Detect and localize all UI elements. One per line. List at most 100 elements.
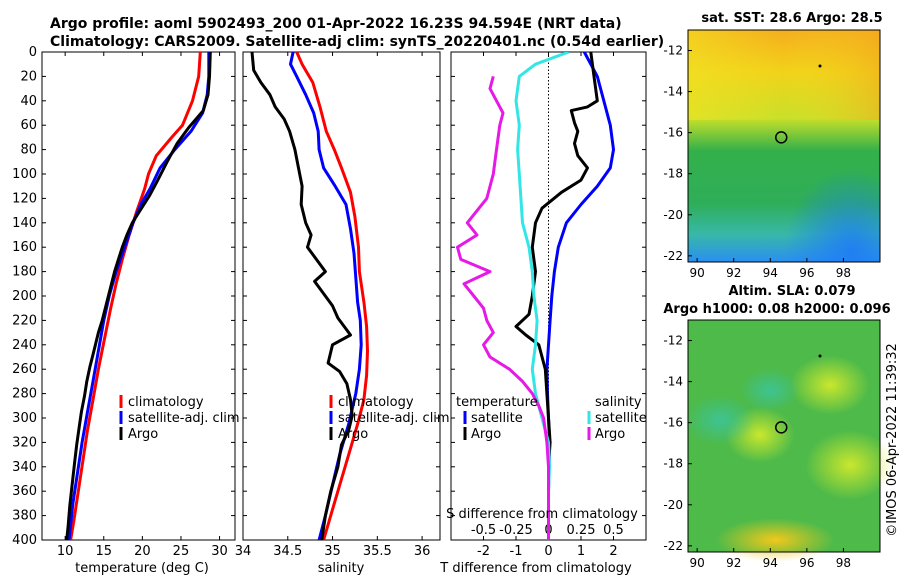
map-y-tick-label: -22 [663, 249, 683, 263]
map-y-tick-label: -12 [663, 44, 683, 58]
map-y-tick-label: -18 [663, 167, 683, 181]
map-x-tick-label: 90 [690, 266, 705, 280]
salinity-xlabel: salinity [318, 561, 365, 576]
legend-climatology: climatology [128, 395, 204, 410]
depth-tick-label: 160 [12, 240, 37, 255]
s-tick-label: -0.25 [499, 523, 533, 538]
x-tick-label: 15 [95, 544, 112, 559]
x-tick-label: 35.5 [363, 544, 392, 559]
copyright-timestamp: ©IMOS 06-Apr-2022 11:39:32 [885, 343, 900, 537]
sst-map-title: sat. SST: 28.6 Argo: 28.5 [701, 11, 882, 26]
map-y-tick-label: -16 [663, 126, 683, 140]
depth-tick-label: 80 [20, 143, 37, 158]
series-climatology [295, 52, 369, 540]
s-tick-label: -0.5 [471, 523, 496, 538]
depth-tick-label: 40 [20, 94, 37, 109]
legend-climatology: climatology [338, 395, 414, 410]
series-argo [250, 52, 354, 540]
s-difference-xlabel: S difference from climatology [446, 507, 638, 522]
x-tick-label: 20 [134, 544, 151, 559]
depth-tick-label: 320 [12, 435, 37, 450]
salinity-legend: climatology satellite-adj. clim Argo [329, 395, 450, 442]
series-argo [65, 52, 212, 540]
legend-t-satellite: satellite [471, 411, 523, 426]
map-y-tick-label: -22 [663, 539, 683, 553]
legend-argo: Argo [338, 427, 368, 442]
salinity-panel [242, 51, 441, 541]
x-tick-label: 2 [609, 544, 617, 559]
series-satellite-adj-clim [67, 52, 211, 540]
x-tick-label: 35 [324, 544, 341, 559]
argo-location-marker [775, 421, 788, 434]
depth-tick-label: 100 [12, 167, 37, 182]
depth-tick-label: 340 [12, 460, 37, 475]
map-x-tick-label: 98 [836, 556, 851, 570]
depth-tick-label: 360 [12, 484, 37, 499]
map-x-tick-label: 96 [799, 556, 814, 570]
sla-map-title: Altim. SLA: 0.079 [729, 284, 856, 299]
difference-legend: temperature satellite Argo salinity sate… [456, 395, 647, 442]
title-line-2: Climatology: CARS2009. Satellite-adj cli… [50, 34, 664, 50]
map-x-tick-label: 94 [763, 266, 778, 280]
depth-tick-label: 120 [12, 191, 37, 206]
legend-salinity: salinity [595, 395, 642, 410]
difference-chart: -2 -1 0 1 2-0.5 -0.25 0 0.25 0.5 [451, 51, 646, 559]
t-difference-xlabel: T difference from climatology [439, 561, 632, 576]
map-y-tick-label: -14 [663, 375, 683, 389]
map-y-tick-label: -20 [663, 498, 683, 512]
title-line-1: Argo profile: aoml 5902493_200 01-Apr-20… [50, 16, 622, 32]
depth-tick-label: 20 [20, 69, 37, 84]
depth-tick-label: 260 [12, 362, 37, 377]
depth-tick-label: 280 [12, 387, 37, 402]
depth-tick-label: 220 [12, 313, 37, 328]
depth-tick-label: 400 [12, 533, 37, 548]
depth-tick-label: 300 [12, 411, 37, 426]
series-t-argo [514, 52, 599, 540]
x-tick-label: -2 [477, 544, 490, 559]
x-tick-label: 36 [414, 544, 431, 559]
map-y-tick-label: -18 [663, 457, 683, 471]
legend-t-argo: Argo [471, 427, 501, 442]
map-x-tick-label: 98 [836, 266, 851, 280]
legend-satellite-adj: satellite-adj. clim [128, 411, 240, 426]
temperature-chart: 10 15 20 25 30 [42, 51, 235, 559]
x-tick-label: 34 [235, 544, 252, 559]
temperature-xlabel: temperature (deg C) [75, 561, 209, 576]
x-tick-label: 34.5 [273, 544, 302, 559]
x-tick-label: 30 [211, 544, 228, 559]
s-tick-label: 0.5 [603, 523, 624, 538]
map-y-tick-label: -16 [663, 416, 683, 430]
sla-map-axes: 90 92 94 96 98 -12 -14 -16 -18 -20 -22 [663, 334, 851, 570]
depth-tick-label: 0 [29, 45, 37, 60]
sst-map [687, 29, 881, 263]
depth-tick-label: 140 [12, 216, 37, 231]
map-x-tick-label: 92 [726, 556, 741, 570]
sla-map-subtitle: Argo h1000: 0.08 h2000: 0.096 [663, 302, 890, 317]
depth-tick-label: 180 [12, 265, 37, 280]
map-y-tick-label: -14 [663, 85, 683, 99]
depth-tick-label: 200 [12, 289, 37, 304]
legend-s-argo: Argo [595, 427, 625, 442]
sst-map-axes: 90 92 94 96 98 -12 -14 -16 -18 -20 -22 [663, 44, 851, 280]
map-x-tick-label: 92 [726, 266, 741, 280]
map-x-tick-label: 94 [763, 556, 778, 570]
argo-location-marker [775, 131, 788, 144]
x-tick-label: 1 [577, 544, 585, 559]
map-y-tick-label: -20 [663, 208, 683, 222]
legend-argo: Argo [128, 427, 158, 442]
map-x-tick-label: 96 [799, 266, 814, 280]
x-tick-label: -1 [510, 544, 523, 559]
series-climatology [69, 52, 202, 540]
temperature-panel [41, 51, 236, 541]
map-x-tick-label: 90 [690, 556, 705, 570]
legend-satellite-adj: satellite-adj. clim [338, 411, 450, 426]
map-y-tick-label: -12 [663, 334, 683, 348]
depth-tick-label: 240 [12, 338, 37, 353]
s-tick-label: 0.25 [567, 523, 596, 538]
series-s-argo [456, 76, 550, 540]
x-tick-label: 10 [57, 544, 74, 559]
sla-map [685, 319, 895, 562]
depth-axis: 0 20 40 60 80 100 120 140 160 180 200 220 240 260 280 3… [12, 45, 37, 548]
legend-temperature: temperature [456, 395, 538, 410]
